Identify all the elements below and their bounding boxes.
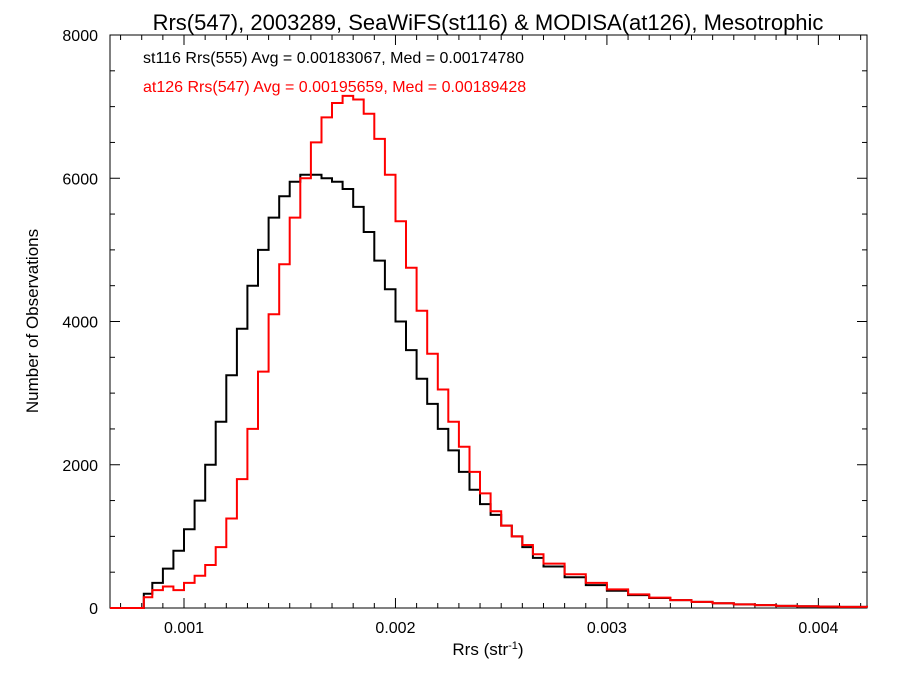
legend-entry-st116: st116 Rrs(555) Avg = 0.00183067, Med = 0…: [143, 50, 524, 67]
axis-tick-labels: 0.001 0.002 0.003 0.004 0 2000 4000 6000 8000: [62, 28, 838, 637]
x-tick-label-0: 0.001: [164, 620, 204, 637]
x-tick-label-1: 0.002: [375, 620, 415, 637]
x-tick-label-3: 0.004: [798, 620, 838, 637]
x-tick-label-2: 0.003: [587, 620, 627, 637]
legend: st116 Rrs(555) Avg = 0.00183067, Med = 0…: [143, 50, 526, 96]
y-tick-label-1: 2000: [62, 458, 98, 475]
legend-entry-at126: at126 Rrs(547) Avg = 0.00195659, Med = 0…: [143, 79, 526, 96]
y-tick-label-0: 0: [89, 601, 98, 618]
x-axis-label-superscript: -1: [508, 640, 518, 652]
y-tick-label-2: 4000: [62, 315, 98, 332]
series-line-at126: [110, 94, 868, 609]
series-line-st116: [110, 173, 868, 609]
plot-area: [109, 34, 868, 609]
series-layer: [110, 94, 868, 609]
y-axis-label: Number of Observations: [23, 229, 42, 413]
axis-ticks: [110, 34, 867, 609]
y-tick-label-4: 8000: [62, 28, 98, 45]
x-axis-label-close: ): [518, 640, 524, 659]
x-axis-label: Rrs (str-1): [452, 640, 523, 659]
plot-frame: [109, 34, 868, 609]
y-tick-label-3: 6000: [62, 171, 98, 188]
x-axis-label-main: Rrs (str: [452, 640, 508, 659]
chart-title: Rrs(547), 2003289, SeaWiFS(st116) & MODI…: [153, 10, 824, 35]
